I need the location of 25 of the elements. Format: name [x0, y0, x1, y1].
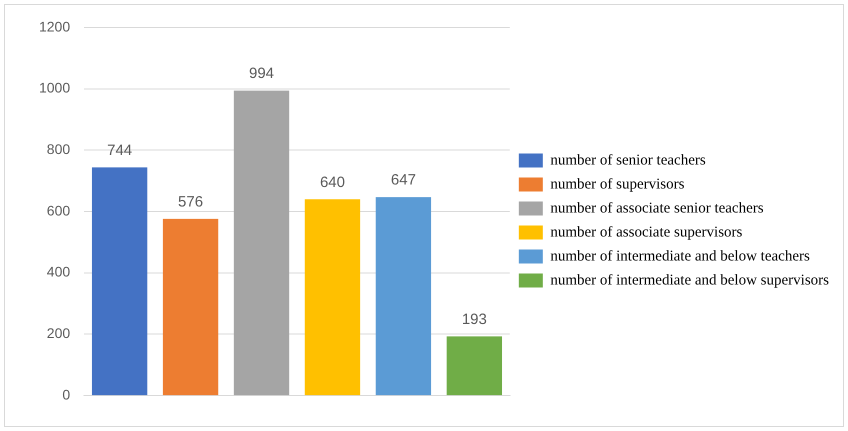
legend-label: number of supervisors	[550, 176, 685, 192]
bar	[162, 218, 218, 396]
bar	[92, 167, 148, 396]
y-tick-label: 400	[46, 264, 70, 280]
y-tick-label: 1000	[38, 80, 70, 96]
y-tick-label: 0	[62, 386, 70, 402]
bar	[376, 197, 432, 396]
y-tick-label: 600	[46, 202, 70, 218]
legend-label: number of intermediate and below supervisors	[550, 272, 830, 288]
data-label: 994	[248, 65, 274, 82]
y-tick-label: 200	[46, 325, 70, 342]
data-label: 576	[178, 194, 204, 211]
y-tick-label: 1200	[38, 18, 70, 34]
data-label: 744	[107, 142, 132, 159]
data-label: 647	[390, 172, 416, 189]
bar	[304, 199, 360, 396]
bar	[446, 336, 502, 396]
legend-label: number of senior teachers	[550, 152, 706, 168]
bar	[234, 90, 290, 396]
y-tick-label: 800	[46, 140, 70, 157]
legend-label: number of associate supervisors	[550, 224, 743, 240]
legend-label: number of associate senior teachers	[550, 200, 764, 216]
data-label: 193	[462, 311, 487, 328]
data-label: 640	[320, 174, 345, 191]
legend-label: number of intermediate and below teachers	[550, 248, 810, 264]
